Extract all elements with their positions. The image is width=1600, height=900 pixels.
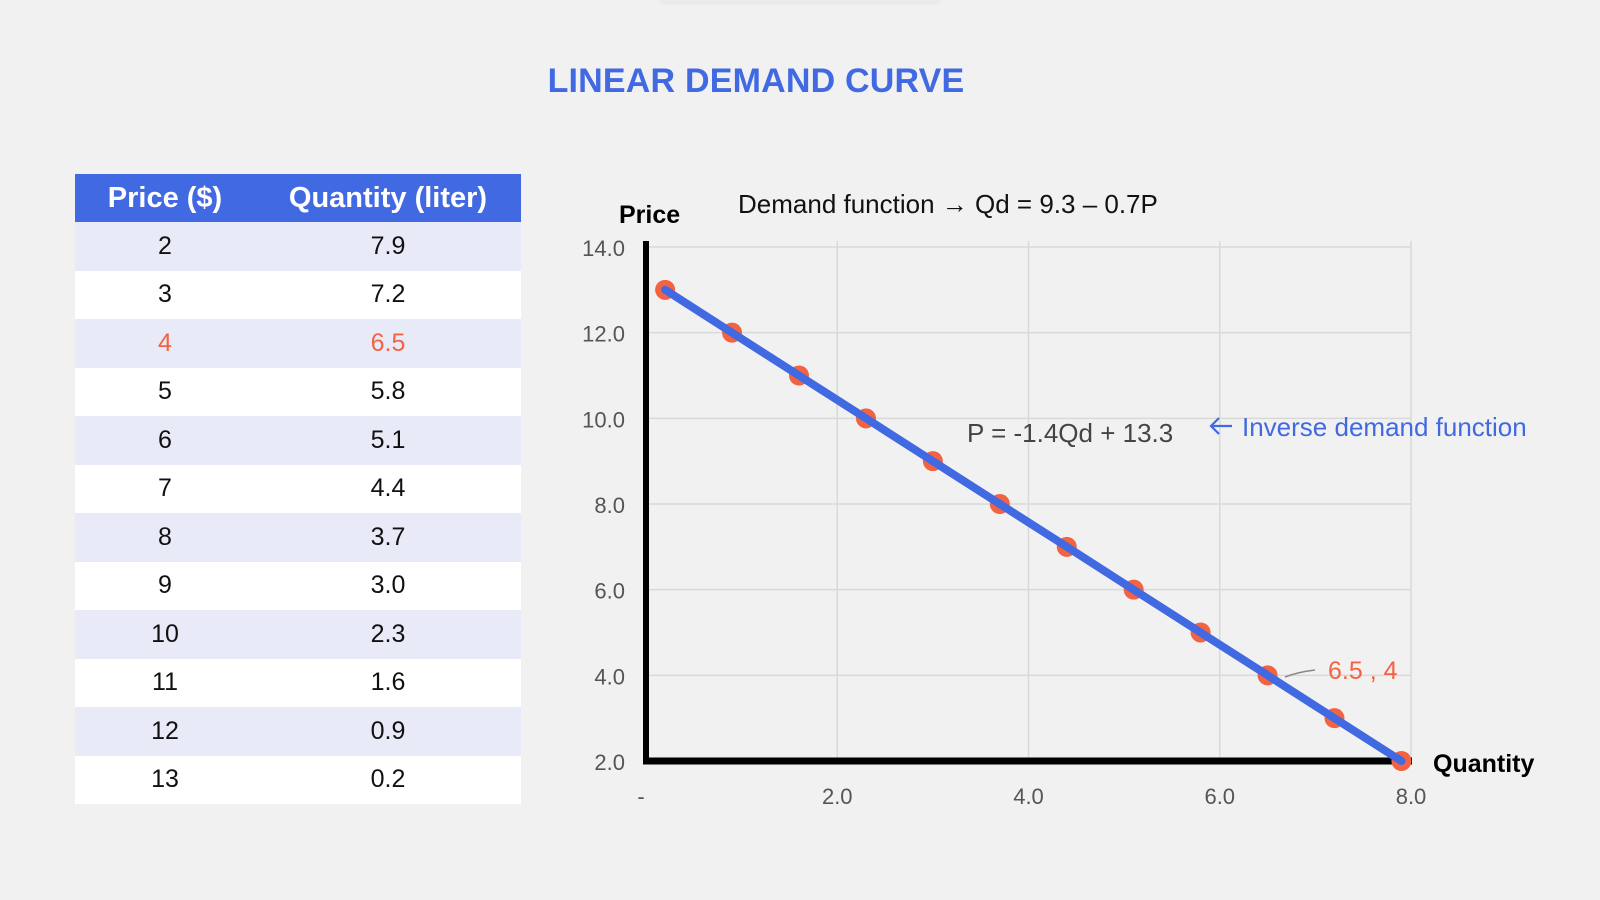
table-row: 13 0.2	[75, 755, 521, 804]
price-cell: 4	[75, 319, 255, 368]
table-row: 6 5.1	[75, 416, 521, 465]
price-cell: 13	[75, 755, 255, 804]
quantity-cell: 0.2	[255, 755, 521, 804]
y-tick-label: 12.0	[582, 322, 625, 347]
table-row: 7 4.4	[75, 464, 521, 513]
table-row: 2 7.9	[75, 222, 521, 271]
x-tick-label: -	[637, 784, 644, 809]
x-axis-ticks: - 2.0 4.0 6.0 8.0	[637, 784, 1426, 809]
price-cell: 6	[75, 416, 255, 465]
table-row: 5 5.8	[75, 367, 521, 416]
quantity-cell: 2.3	[255, 610, 521, 659]
table-row: 10 2.3	[75, 610, 521, 659]
y-tick-label: 4.0	[594, 664, 625, 689]
header-price: Price ($)	[75, 174, 255, 222]
price-cell: 8	[75, 513, 255, 562]
y-axis-label: Price	[619, 201, 680, 229]
price-cell: 2	[75, 222, 255, 271]
demand-line	[661, 285, 1406, 765]
price-quantity-table: Price ($) Quantity (liter) 2 7.9 3 7.2 4 6.5 5…	[75, 174, 521, 804]
table-row: 9 3.0	[75, 561, 521, 610]
price-cell: 11	[75, 658, 255, 707]
quantity-cell: 1.6	[255, 658, 521, 707]
inverse-demand-label: Inverse demand function	[1242, 412, 1527, 442]
arrow-left-icon	[1209, 417, 1232, 435]
price-cell: 5	[75, 367, 255, 416]
point-callout-leader	[1284, 669, 1316, 678]
inverse-equation: P = -1.4Qd + 13.3	[967, 418, 1173, 448]
y-tick-label: 10.0	[582, 407, 625, 432]
price-cell: 3	[75, 270, 255, 319]
x-tick-label: 4.0	[1013, 784, 1044, 809]
quantity-cell: 3.7	[255, 513, 521, 562]
price-cell: 9	[75, 561, 255, 610]
y-tick-label: 14.0	[582, 236, 625, 261]
table-row: 11 1.6	[75, 658, 521, 707]
x-tick-label: 6.0	[1204, 784, 1235, 809]
quantity-cell: 0.9	[255, 707, 521, 756]
price-cell: 10	[75, 610, 255, 659]
quantity-cell: 3.0	[255, 561, 521, 610]
quantity-cell: 7.2	[255, 270, 521, 319]
table-row: 4 6.5	[75, 319, 521, 368]
chart-title: Demand function → Qd = 9.3 – 0.7P	[738, 189, 1158, 219]
top-edge-shadow	[660, 0, 940, 4]
y-tick-label: 2.0	[594, 750, 625, 775]
table-row: 8 3.7	[75, 513, 521, 562]
quantity-cell: 4.4	[255, 464, 521, 513]
table-header-row: Price ($) Quantity (liter)	[75, 174, 521, 222]
y-tick-label: 8.0	[594, 493, 625, 518]
table-row: 12 0.9	[75, 707, 521, 756]
x-axis-label: Quantity	[1433, 750, 1534, 778]
quantity-cell: 6.5	[255, 319, 521, 368]
price-cell: 12	[75, 707, 255, 756]
y-tick-label: 6.0	[594, 579, 625, 604]
inverse-demand-annotation: Inverse demand function	[1209, 412, 1527, 442]
table-row: 3 7.2	[75, 270, 521, 319]
y-axis-ticks: 14.0 12.0 10.0 8.0 6.0 4.0 2.0	[582, 236, 625, 775]
x-tick-label: 8.0	[1396, 784, 1427, 809]
quantity-cell: 7.9	[255, 222, 521, 271]
x-tick-label: 2.0	[822, 784, 853, 809]
quantity-cell: 5.8	[255, 367, 521, 416]
point-callout-label: 6.5 , 4	[1328, 657, 1398, 685]
header-quantity: Quantity (liter)	[255, 174, 521, 222]
price-cell: 7	[75, 464, 255, 513]
chart-gridlines	[646, 241, 1412, 762]
page-title: LINEAR DEMAND CURVE	[547, 62, 965, 100]
quantity-cell: 5.1	[255, 416, 521, 465]
